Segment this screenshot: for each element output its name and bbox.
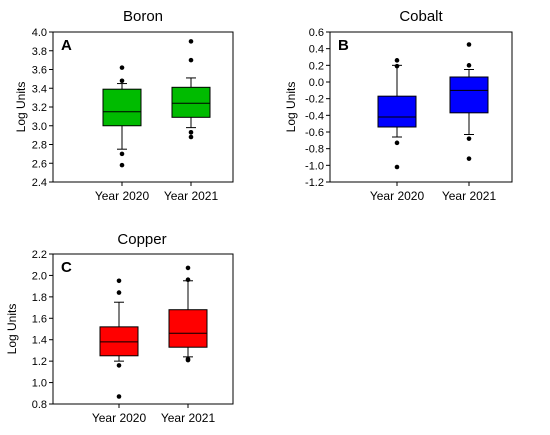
y-axis-label: Log Units [5,304,19,355]
outlier-point [119,162,125,168]
box [171,86,211,118]
outlier-point [119,78,125,84]
panel-letter: C [61,259,72,276]
y-tick-label: -0.4 [305,110,324,122]
outlier-point [394,140,400,146]
outlier-point [116,363,122,368]
y-tick-label: -0.6 [305,127,324,139]
x-tick-label: Year 2020 [92,411,147,425]
outlier-point [116,290,122,295]
y-axis-label: Log Units [284,82,298,133]
outlier-point [188,134,194,140]
x-tick-label: Year 2020 [95,189,150,203]
outlier-point [116,394,122,399]
panel-letter: B [338,37,349,54]
y-tick-label: 1.2 [32,356,47,368]
x-tick-label: Year 2021 [164,189,219,203]
y-tick-label: 3.0 [32,121,47,133]
y-tick-label: 1.0 [32,378,47,390]
outlier-point [394,164,400,170]
x-tick-label: Year 2021 [161,411,216,425]
outlier-point [185,356,191,362]
y-tick-label: 1.6 [32,313,47,325]
plot-frame [52,253,234,405]
y-tick-label: -1.0 [305,160,324,172]
outlier-point [466,156,472,161]
outlier-point [119,151,125,157]
y-tick-label: 3.2 [32,102,47,114]
outlier-point [116,278,122,284]
y-tick-label: 3.4 [32,83,47,95]
y-axis-label: Log Units [14,82,28,133]
chart-title: Copper [117,231,166,248]
y-tick-label: 1.8 [32,292,47,304]
outlier-point [188,57,194,63]
outlier-point [188,39,194,44]
y-tick-label: 2.6 [32,158,47,170]
outlier-point [466,136,472,141]
panel-a: Boron Log Units 2.4 2.6 2.8 3.0 3.2 3.4 3.6 3.8 4.… [14,8,234,203]
panel-letter: A [61,37,72,54]
box [168,309,208,348]
box [99,326,139,357]
y-tick-label: 0.0 [309,77,324,89]
y-tick-label: 0.4 [309,44,324,56]
y-tick-label: 1.4 [32,335,47,347]
y-tick-label: 2.4 [32,177,47,189]
box [449,76,489,114]
y-tick-label: 0.2 [309,60,324,72]
box [377,95,417,128]
plot-frame [329,31,513,183]
y-tick-label: 2.0 [32,270,47,282]
x-tick-label: Year 2020 [370,189,425,203]
y-tick-label: 0.8 [32,399,47,411]
panel-c: Copper Log Units 0.8 1.0 1.2 1.4 1.6 1.8 2.0 2.2 C… [5,231,234,425]
y-tick-label: 4.0 [32,27,47,39]
outlier-point [188,130,194,135]
chart-title: Boron [123,8,163,25]
outlier-point [466,42,472,47]
outlier-point [466,63,472,68]
outlier-point [394,63,400,69]
outlier-point [185,277,191,283]
outlier-point [119,65,125,70]
y-tick-label: 3.8 [32,46,47,58]
x-tick-label: Year 2021 [442,189,497,203]
panel-b: Cobalt Log Units -1.2 -1.0 -0.8 -0.6 -0.4 -0.2 0… [284,8,513,203]
y-tick-label: -0.8 [305,144,324,156]
y-tick-label: -0.2 [305,94,324,106]
y-tick-label: 0.6 [309,27,324,39]
box [102,88,142,127]
y-tick-label: -1.2 [305,177,324,189]
chart-title: Cobalt [399,8,443,25]
y-tick-label: 2.8 [32,140,47,152]
y-tick-label: 3.6 [32,65,47,77]
outlier-point [394,58,400,63]
outlier-point [185,265,191,271]
y-tick-label: 2.2 [32,249,47,261]
